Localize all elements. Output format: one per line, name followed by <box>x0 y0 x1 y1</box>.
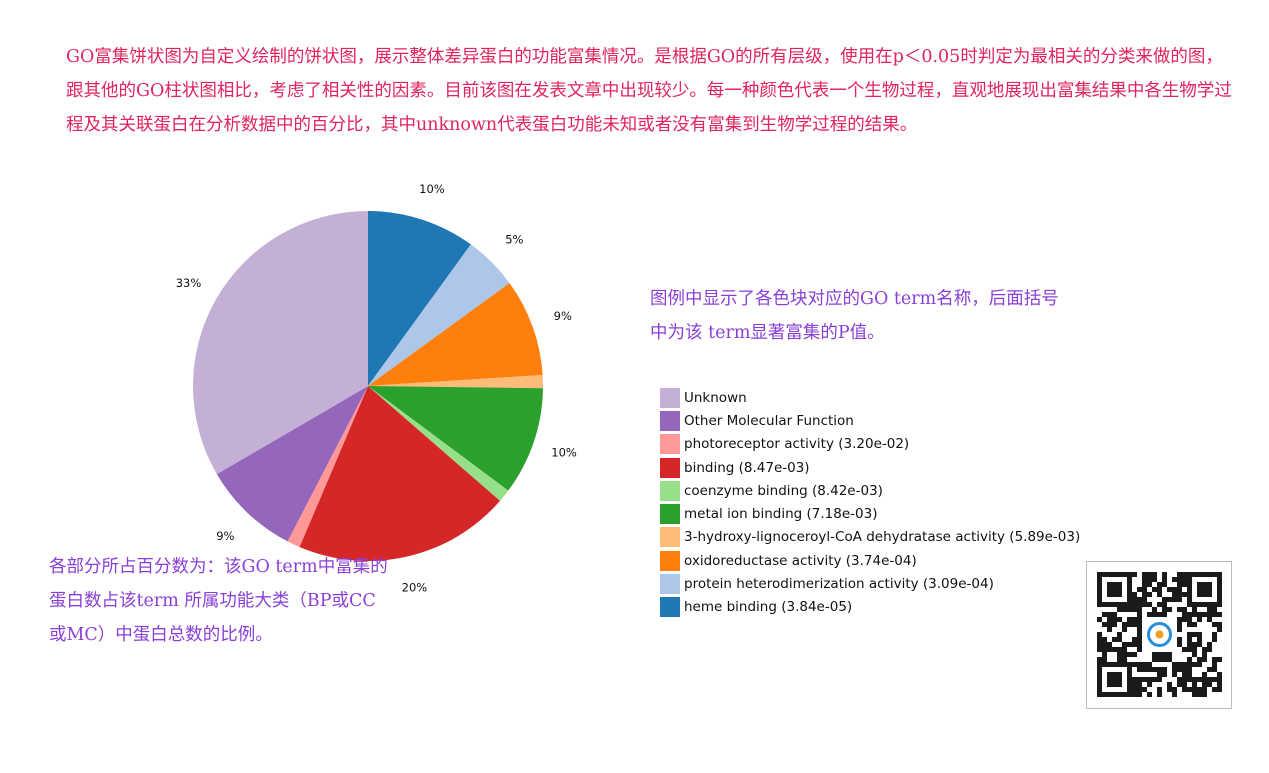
legend-swatch <box>660 597 680 618</box>
pie-pct-label: 9% <box>216 529 234 543</box>
pie-slice <box>368 211 471 386</box>
legend-item: Other Molecular Function <box>660 409 1080 432</box>
pie-slice <box>216 386 368 542</box>
pie-pct-label: 9% <box>554 309 572 323</box>
legend-label: Other Molecular Function <box>684 412 854 429</box>
pie-slice <box>287 386 368 548</box>
legend-item: coenzyme binding (8.42e-03) <box>660 479 1080 502</box>
legend-swatch <box>660 574 680 595</box>
qr-code-icon <box>1086 561 1232 709</box>
legend-label: photoreceptor activity (3.20e-02) <box>684 436 910 453</box>
legend-swatch <box>660 434 680 455</box>
legend-item: metal ion binding (7.18e-03) <box>660 502 1080 525</box>
legend-label: 3-hydroxy-lignoceroyl-CoA dehydratase ac… <box>684 529 1081 546</box>
intro-text: GO富集饼状图为自定义绘制的饼状图，展示整体差异蛋白的功能富集情况。是根据GO的… <box>66 47 1232 135</box>
legend-item: Unknown <box>660 386 1080 409</box>
pie-pct-label: 10% <box>551 445 577 459</box>
chart-legend: Unknown Other Molecular Function photorece… <box>660 386 1080 619</box>
legend-swatch <box>660 410 680 431</box>
pie-slice <box>368 283 543 386</box>
legend-label: oxidoreductase activity (3.74e-04) <box>684 552 917 569</box>
legend-label: metal ion binding (7.18e-03) <box>684 506 878 523</box>
pie-slice <box>299 386 500 561</box>
pie-slice <box>192 211 368 475</box>
legend-swatch <box>660 457 680 478</box>
legend-item: binding (8.47e-03) <box>660 456 1080 479</box>
legend-label: coenzyme binding (8.42e-03) <box>684 482 883 499</box>
legend-swatch <box>660 480 680 501</box>
legend-item: photoreceptor activity (3.20e-02) <box>660 433 1080 456</box>
legend-label: heme binding (3.84e-05) <box>684 599 853 616</box>
legend-note: 图例中显示了各色块对应的GO term名称，后面括号中为该 term显著富集的P… <box>650 289 1059 343</box>
legend-label: Unknown <box>684 389 747 406</box>
legend-swatch <box>660 550 680 571</box>
legend-swatch <box>660 387 680 408</box>
legend-item: oxidoreductase activity (3.74e-04) <box>660 549 1080 572</box>
pie-pct-label: 10% <box>419 182 445 196</box>
legend-swatch <box>660 504 680 525</box>
pie-pct-label: 33% <box>176 276 202 290</box>
pie-pct-label: 5% <box>505 233 523 247</box>
legend-swatch <box>660 527 680 548</box>
legend-label: protein heterodimerization activity (3.0… <box>684 576 994 593</box>
pie-slice <box>368 386 509 501</box>
legend-label: binding (8.47e-03) <box>684 459 810 476</box>
legend-item: protein heterodimerization activity (3.0… <box>660 572 1080 595</box>
percent-note: 各部分所占百分数为：该GO term中富集的蛋白数占该term 所属功能大类（B… <box>49 557 388 645</box>
pie-pct-label: 20% <box>402 581 428 595</box>
legend-item: 3-hydroxy-lignoceroyl-CoA dehydratase ac… <box>660 526 1080 549</box>
legend-item: heme binding (3.84e-05) <box>660 596 1080 619</box>
pie-slice <box>368 244 510 386</box>
pie-slice <box>368 386 543 491</box>
pie-slice <box>368 375 543 389</box>
